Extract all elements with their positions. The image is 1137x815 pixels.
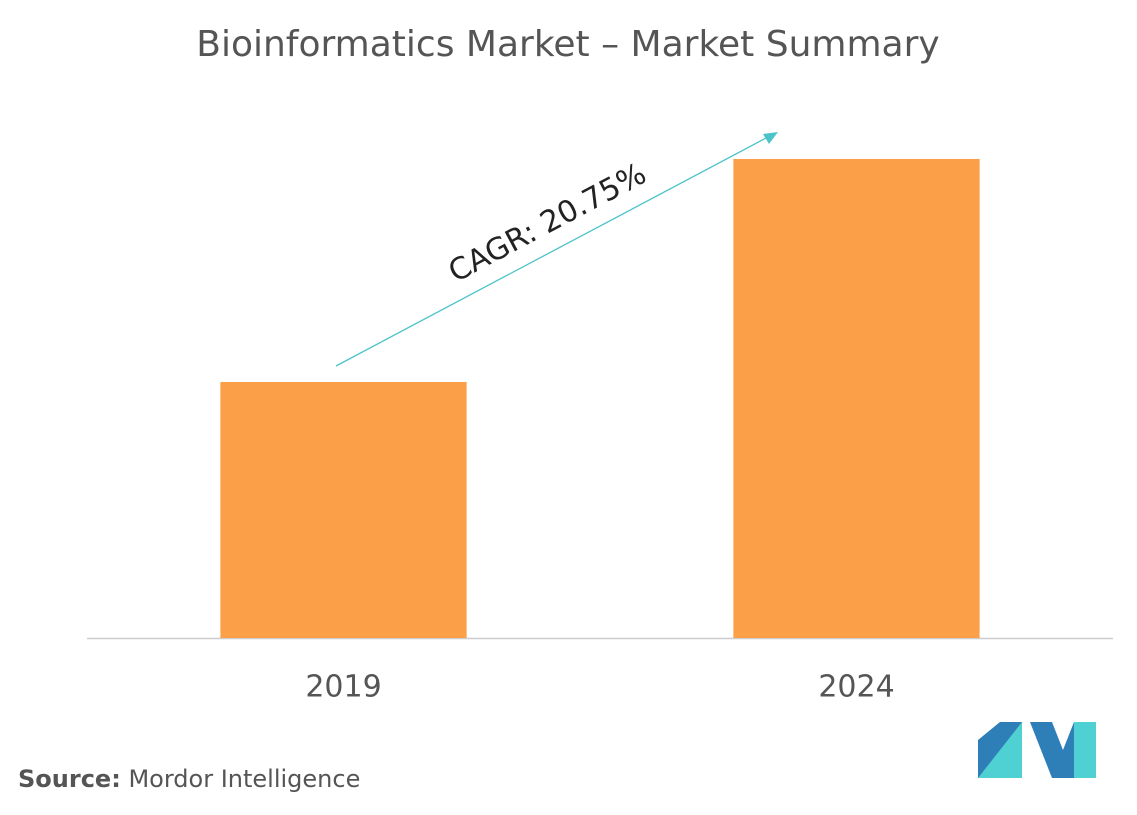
bar	[220, 382, 467, 638]
chart-title: Bioinformatics Market – Market Summary	[196, 24, 939, 65]
bar	[733, 159, 980, 638]
arrow-head	[763, 132, 778, 144]
logo-part	[1074, 722, 1096, 778]
logo-part	[1052, 722, 1074, 778]
logo-part	[978, 722, 1022, 778]
source: Source: Mordor Intelligence	[18, 765, 360, 793]
cagr-arrow	[335, 136, 769, 367]
source-name: Mordor Intelligence	[128, 765, 360, 793]
cagr-annotation: CAGR: 20.75%	[443, 156, 652, 289]
x-tick-label: 2019	[305, 670, 381, 705]
source-label: Source:	[18, 765, 121, 793]
x-tick-label: 2024	[818, 670, 894, 705]
logo	[978, 722, 1096, 778]
